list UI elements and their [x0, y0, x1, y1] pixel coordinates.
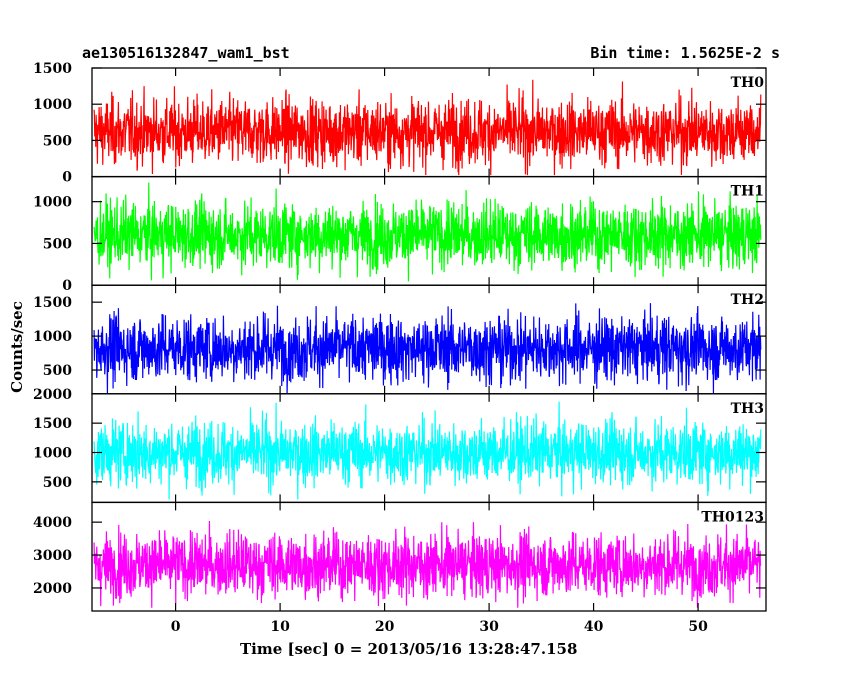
y-tick-label: 1500: [33, 295, 72, 311]
x-tick-label: 50: [688, 619, 708, 635]
y-tick-label: 500: [43, 363, 72, 379]
y-tick-label: 1500: [33, 61, 72, 77]
x-tick-label: 40: [584, 619, 604, 635]
plot-title: ae130516132847_wam1_bst: [82, 44, 290, 62]
bin-time-label: Bin time: 1.5625E-2 s: [590, 44, 780, 62]
panel-label-th1: TH1: [731, 184, 764, 200]
panel-frame-th0123: [91, 501, 767, 612]
y-tick-label: 4000: [33, 515, 72, 531]
y-tick-label: 500: [43, 236, 72, 252]
series-line-th0123: [93, 521, 762, 608]
x-tick-label: 0: [171, 619, 181, 635]
y-tick-label: 2000: [33, 387, 72, 403]
series-line-th1: [93, 182, 762, 282]
y-tick-label: 1500: [33, 416, 72, 432]
series-line-th3: [93, 401, 762, 500]
series-line-th2: [93, 303, 762, 394]
y-tick-label: 1000: [33, 446, 72, 462]
y-tick-label: 2000: [33, 581, 72, 597]
x-axis-label: Time [sec] 0 = 2013/05/16 13:28:47.158: [240, 640, 578, 658]
panel-label-th2: TH2: [731, 292, 764, 308]
y-tick-label: 500: [43, 133, 72, 149]
x-tick-label: 20: [375, 619, 395, 635]
y-tick-label: 0: [62, 278, 72, 294]
y-axis-label: Counts/sec: [8, 301, 26, 393]
y-tick-label: 3000: [33, 548, 72, 564]
x-tick-label: 10: [270, 619, 290, 635]
y-tick-label: 0: [62, 170, 72, 186]
y-tick-label: 1000: [33, 195, 72, 211]
panel-label-th3: TH3: [731, 401, 764, 417]
y-tick-label: 1000: [33, 97, 72, 113]
panel-label-th0123: TH0123: [701, 509, 764, 525]
y-tick-label: 500: [43, 475, 72, 491]
x-tick-label: 30: [479, 619, 499, 635]
panel-label-th0: TH0: [731, 75, 765, 91]
y-tick-label: 1000: [33, 329, 72, 345]
series-line-th0: [93, 79, 762, 176]
